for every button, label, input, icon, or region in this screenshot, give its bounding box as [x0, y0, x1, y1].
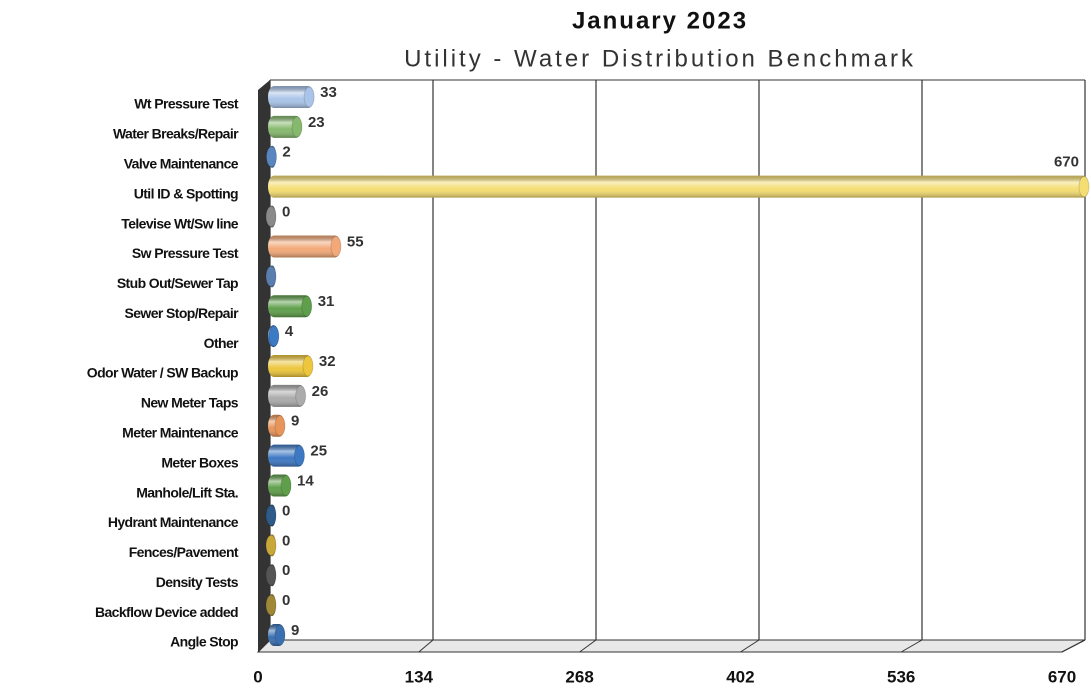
bar-shine [268, 86, 315, 108]
bar-cap [265, 564, 277, 586]
bar-shine [268, 355, 313, 377]
value-label: 31 [318, 293, 335, 310]
y-tick-label: Other [204, 335, 239, 351]
floor-line [1061, 639, 1086, 653]
value-label: 26 [312, 383, 329, 400]
chart-subtitle: Utility - Water Distribution Benchmark [404, 45, 916, 72]
y-tick-label: Backflow Device added [95, 604, 238, 620]
value-label: 0 [282, 204, 290, 221]
value-label: 0 [282, 502, 290, 519]
x-tick-label: 670 [1048, 667, 1076, 686]
floor-line [257, 639, 271, 653]
y-tick-label: Meter Boxes [161, 454, 238, 470]
y-tick-label: Manhole/Lift Sta. [136, 484, 238, 500]
x-tick-label: 268 [565, 667, 593, 686]
value-label: 670 [1054, 154, 1079, 171]
value-label: 2 [282, 144, 290, 161]
value-label: 14 [297, 473, 314, 490]
value-label: 9 [291, 413, 299, 430]
bar-cap [265, 146, 277, 168]
bar-cap [265, 594, 277, 616]
bar-cap [265, 206, 277, 228]
bar-shine [268, 295, 312, 318]
value-label: 23 [308, 114, 325, 131]
value-label: 25 [310, 443, 327, 460]
x-tick-label: 134 [405, 667, 434, 686]
bar-cap [265, 504, 277, 526]
bar-cap [280, 475, 292, 497]
bar-shine [268, 384, 306, 407]
bar-shine [268, 235, 341, 258]
y-tick-label: Wt Pressure Test [134, 96, 239, 112]
y-tick-label: Televise Wt/Sw line [121, 215, 239, 231]
value-label: 4 [285, 323, 294, 340]
x-tick-label: 0 [253, 667, 262, 686]
value-label: 0 [282, 562, 290, 579]
y-tick-label: Util ID & Spotting [134, 185, 238, 201]
bar-shine [268, 175, 1089, 198]
y-tick-label: New Meter Taps [141, 395, 239, 411]
y-tick-label: Valve Maintenance [124, 155, 239, 171]
value-label: 32 [319, 353, 336, 370]
bar-cap [303, 86, 315, 108]
bar-cap [295, 385, 307, 407]
value-label: 0 [282, 592, 290, 609]
floor-line [740, 639, 760, 653]
x-tick-label: 402 [726, 667, 754, 686]
floor [256, 639, 1086, 653]
x-tick-label: 536 [887, 667, 915, 686]
left-wall [258, 80, 270, 652]
y-tick-label: Meter Maintenance [122, 424, 239, 440]
bar-cap [293, 445, 305, 467]
value-label: 9 [291, 622, 299, 639]
bar-cap [1078, 176, 1090, 198]
bar-cap [330, 235, 342, 257]
y-tick-label: Water Breaks/Repair [113, 126, 239, 142]
bar-cap [302, 355, 314, 377]
chart-title: January 2023 [572, 7, 748, 34]
bar-cap [291, 116, 303, 138]
y-tick-label: Sw Pressure Test [132, 245, 239, 261]
bar-cap [274, 624, 286, 646]
y-tick-label: Density Tests [156, 574, 239, 590]
y-tick-label: Odor Water / SW Backup [87, 365, 238, 381]
bar-cap [265, 265, 277, 287]
value-label: 0 [282, 532, 290, 549]
floor-line [579, 639, 597, 653]
floor-line [418, 639, 434, 653]
bar-cap [265, 534, 277, 556]
bar-cap [268, 325, 280, 347]
y-tick-label: Sewer Stop/Repair [124, 305, 239, 321]
y-tick-label: Hydrant Maintenance [108, 514, 239, 530]
floor-line [900, 639, 923, 653]
bar-cap [274, 415, 286, 437]
y-tick-label: Fences/Pavement [129, 544, 239, 560]
y-tick-label: Stub Out/Sewer Tap [117, 275, 238, 291]
value-label: 33 [320, 84, 337, 101]
bar-cap [301, 295, 313, 317]
value-label: 55 [347, 233, 364, 250]
y-tick-label: Angle Stop [170, 634, 238, 650]
